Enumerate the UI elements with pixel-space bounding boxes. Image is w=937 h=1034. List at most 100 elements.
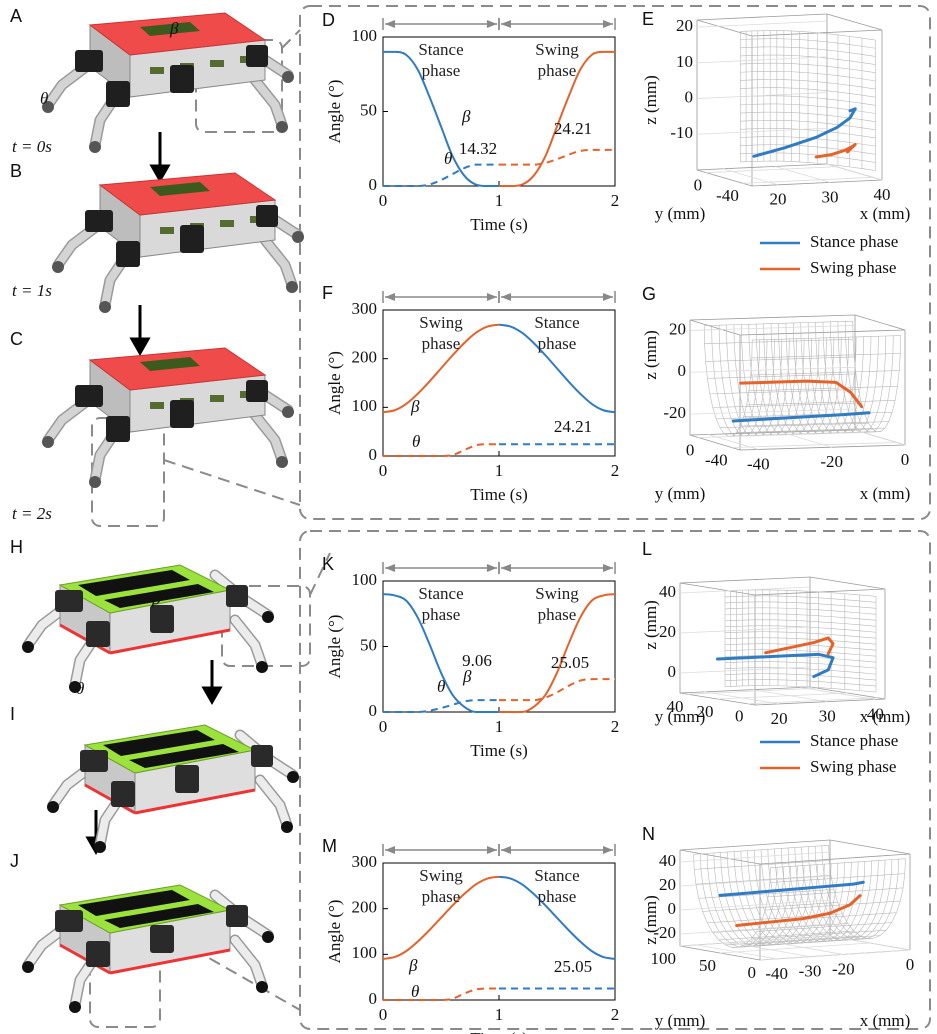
box-edge [680, 687, 810, 693]
panel-label: I [10, 704, 15, 724]
phase-label: Swing phase [399, 865, 483, 907]
z-grid-line [697, 93, 827, 99]
y-tick-label: 50 [699, 956, 716, 975]
value-label: 9.06 [462, 651, 492, 670]
curve-label: β [410, 397, 420, 416]
robot-servo [75, 50, 103, 72]
phase-arrow-head [603, 293, 613, 301]
phase-label: Swing phase [515, 583, 599, 625]
z-tick-label: 40 [659, 582, 676, 601]
x-tick-label: 30 [819, 707, 836, 726]
robot-foot [256, 661, 268, 673]
y-grid-line [748, 698, 878, 704]
robot-servo [175, 765, 199, 793]
x-axis-label: x (mm) [860, 204, 911, 223]
arrow-head [204, 688, 220, 702]
surface-mesh [725, 620, 876, 626]
robot-leg [255, 80, 282, 125]
z-tick-label: 0 [685, 87, 694, 106]
z-grid-line [690, 409, 855, 414]
phase-arrow-head [603, 564, 613, 572]
legend-label: Swing phase [810, 757, 896, 776]
y-tick-label: 300 [352, 852, 378, 871]
x-tick-label: -20 [820, 452, 843, 471]
y-tick-label: -40 [705, 450, 728, 469]
robot-foot [287, 771, 299, 783]
robot-foot [256, 981, 268, 993]
robot-leg [235, 940, 262, 985]
phase-arrow-head [385, 846, 395, 854]
curve-label: β [408, 956, 418, 975]
surface-mesh [725, 638, 876, 644]
phase-arrow-head [603, 846, 613, 854]
robot-foot [89, 141, 101, 153]
robot-foot [262, 931, 274, 943]
panel-label: D [322, 10, 335, 30]
y-grid-line [718, 693, 848, 699]
robot-servo [150, 605, 174, 633]
panel-label: B [10, 161, 22, 181]
surface-mesh [740, 161, 875, 171]
x-axis-label: Time (s) [470, 215, 527, 234]
z-tick-label: 0 [668, 662, 677, 681]
panel-label: J [10, 851, 19, 871]
robot-leg [255, 415, 282, 460]
box-edge [740, 330, 905, 335]
robot-image [47, 725, 299, 853]
panel-label: K [322, 554, 334, 574]
x-axis-label: Time (s) [470, 1029, 527, 1034]
time-caption: t = 1s [12, 281, 52, 300]
x-axis-label: Time (s) [470, 741, 527, 760]
x-tick-label: 20 [771, 709, 788, 728]
y-tick-label: 100 [651, 949, 677, 968]
x-tick-label: 0 [901, 450, 910, 469]
y-tick-label: 100 [352, 396, 378, 415]
box-edge [810, 577, 885, 589]
x-tick-label: -20 [832, 959, 855, 978]
curve-label: θ [411, 982, 419, 1001]
x-tick-label: -40 [747, 454, 770, 473]
phase-arrow-head [385, 293, 395, 301]
robot-foot [281, 821, 293, 833]
y-grid-line [698, 433, 863, 438]
phase-arrow-head [385, 20, 395, 28]
surface-mesh [725, 614, 876, 620]
z-tick-label: 20 [659, 622, 676, 641]
box-edge [697, 14, 827, 20]
z-tick-label: 10 [676, 52, 693, 71]
x-tick-label: 0 [379, 1005, 388, 1024]
x-tick-label: 0 [379, 461, 388, 480]
surface-mesh [694, 854, 771, 947]
robot-foot [22, 641, 34, 653]
x-axis-label: x (mm) [860, 1011, 911, 1030]
phase-arrow-head [487, 564, 497, 572]
value-label: 24.21 [554, 417, 592, 436]
y-axis-label: y (mm) [655, 707, 706, 726]
robot-window [210, 395, 224, 402]
robot-servo [106, 81, 130, 107]
joint-angle-symbol: β [151, 589, 161, 608]
robot-servo [226, 585, 248, 607]
panel-label: L [642, 539, 652, 559]
z-axis-label: z (mm) [641, 330, 660, 380]
box-edge [755, 699, 885, 705]
robot-image [42, 13, 294, 153]
z-tick-label: 20 [669, 319, 686, 338]
robot-servo [170, 400, 194, 428]
x-tick-label: 0 [379, 191, 388, 210]
robot-foot [42, 436, 54, 448]
z-tick-label: -10 [670, 123, 693, 142]
y-tick-label: 0 [369, 175, 378, 194]
y-axis-label: Angle (°) [325, 900, 344, 964]
z-tick-label: 40 [659, 851, 676, 870]
robot-foot [89, 476, 101, 488]
robot-servo [150, 925, 174, 953]
z-axis-label: z (mm) [641, 600, 660, 650]
y-tick-label: 0 [686, 440, 695, 459]
box-edge [680, 577, 810, 583]
surface-mesh [725, 674, 876, 680]
robot-foot [94, 841, 106, 853]
panel-label: H [10, 537, 23, 557]
angle-line [383, 165, 499, 186]
robot-image [52, 173, 304, 313]
